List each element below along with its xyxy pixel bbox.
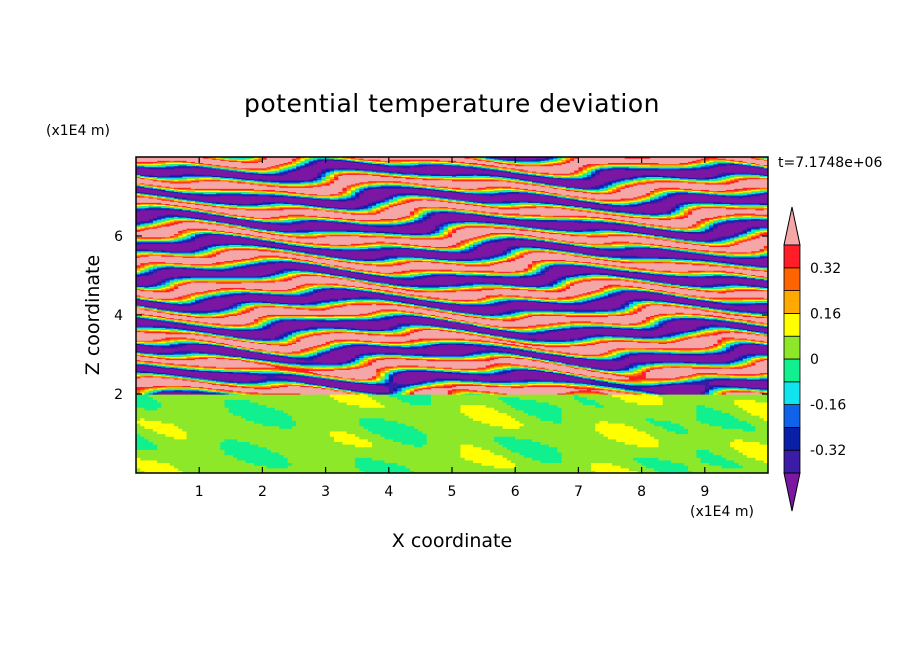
heatmap-field bbox=[136, 157, 769, 474]
chart-title: potential temperature deviation bbox=[244, 89, 660, 118]
y-axis-unit: (x1E4 m) bbox=[46, 123, 110, 139]
time-label: t=7.1748e+06 bbox=[778, 155, 882, 171]
